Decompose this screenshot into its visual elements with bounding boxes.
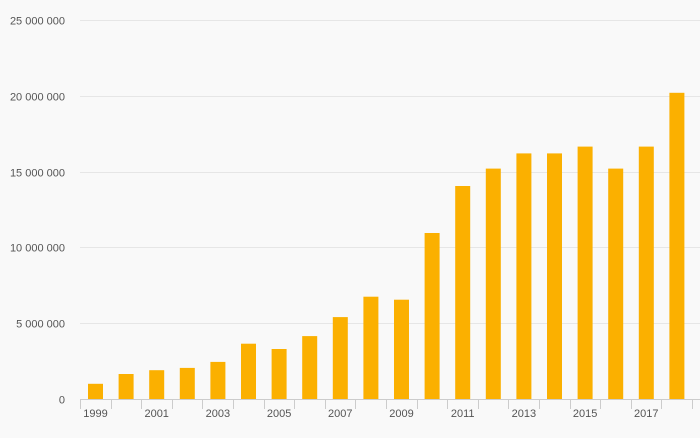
x-tick-label: 2011 xyxy=(451,408,475,420)
bar-2004 xyxy=(241,343,256,399)
bar-2008 xyxy=(363,296,379,399)
x-tick-label: 2001 xyxy=(144,408,168,420)
bar-2002 xyxy=(179,367,195,399)
bar-2016 xyxy=(608,168,624,399)
x-axis xyxy=(80,399,700,409)
bars xyxy=(88,92,685,400)
y-tick-label: 25 000 000 xyxy=(10,16,65,28)
bar-2017 xyxy=(638,146,654,399)
bar-1999 xyxy=(88,383,103,399)
x-tick-label: 2017 xyxy=(634,408,658,420)
y-axis-tick-labels: 0 5 000 000 10 000 000 15 000 000 20 000 000… xyxy=(10,16,65,407)
y-tick-label: 5 000 000 xyxy=(16,319,65,331)
bar-2003 xyxy=(210,361,226,399)
x-tick-label: 2003 xyxy=(206,408,230,420)
bar-2001 xyxy=(149,370,165,399)
bar-2012 xyxy=(485,168,501,399)
x-tick-label: 2009 xyxy=(389,408,413,420)
bar-2007 xyxy=(332,317,348,399)
x-tick-label: 2013 xyxy=(512,408,536,420)
bar-2009 xyxy=(394,299,409,399)
grid-lines xyxy=(80,20,700,324)
bar-2010 xyxy=(424,233,440,399)
bar-2006 xyxy=(302,336,318,399)
bar-2014 xyxy=(547,153,562,399)
y-tick-label: 20 000 000 xyxy=(10,92,65,104)
x-tick-label: 2007 xyxy=(328,408,352,420)
y-tick-label: 15 000 000 xyxy=(10,168,65,180)
bar-2018 xyxy=(669,92,685,400)
x-tick-label: 2005 xyxy=(267,408,291,420)
y-tick-label: 10 000 000 xyxy=(10,243,65,255)
x-tick-label: 1999 xyxy=(83,408,107,420)
x-axis-tick-labels: 1999 2001 2003 2005 2007 2009 2011 2013 2015 2017 xyxy=(83,408,658,420)
x-tick-label: 2015 xyxy=(573,408,597,420)
bar-2000 xyxy=(118,374,134,399)
bar-2011 xyxy=(455,186,471,399)
bar-2005 xyxy=(271,349,287,399)
bar-2015 xyxy=(577,146,593,399)
bar-2013 xyxy=(516,153,532,399)
y-tick-label: 0 xyxy=(59,395,65,407)
